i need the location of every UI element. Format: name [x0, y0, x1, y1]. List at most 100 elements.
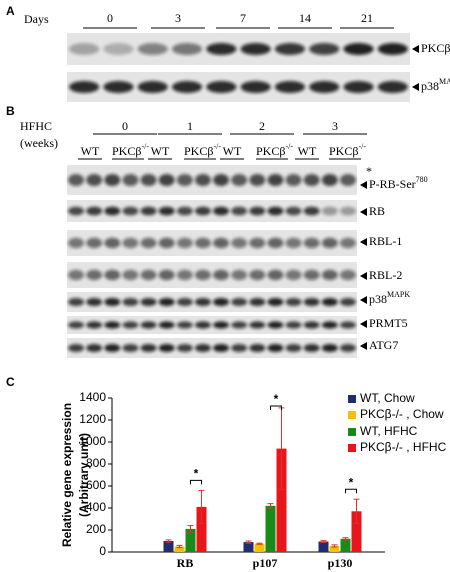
blot-band: [140, 206, 157, 216]
blot-band: [194, 206, 211, 216]
panel-label: A: [6, 4, 15, 18]
blot-band: [176, 298, 193, 306]
error-bar: [353, 498, 360, 524]
blot-band: [140, 174, 157, 186]
blot-band: [285, 269, 302, 281]
band-star: *: [366, 164, 372, 178]
blot-band: [339, 321, 356, 329]
blot-band: [309, 43, 340, 55]
blot-band: [249, 206, 266, 216]
blot-band: [176, 321, 193, 329]
panel-label: B: [6, 104, 15, 118]
blot-band: [171, 81, 203, 93]
bar: [185, 528, 196, 552]
blot-band: [285, 206, 302, 216]
blot-band: [140, 269, 157, 281]
error-bar: [342, 537, 349, 541]
blot-band: [194, 321, 211, 329]
y-axis-label: Relative gene expression: [60, 403, 74, 547]
blot-band: [321, 237, 338, 249]
blot-band: [86, 206, 103, 216]
blot-label-main: p38: [421, 79, 439, 93]
blot-band: [321, 344, 338, 352]
error-bar: [256, 542, 263, 545]
error-bar: [320, 540, 327, 543]
genotype-label: WT: [223, 144, 242, 158]
genotype-label-sup: -/-: [213, 142, 221, 151]
blot-band: [158, 206, 175, 216]
blot-band: [68, 344, 85, 352]
bar: [340, 538, 351, 552]
blot-band: [176, 344, 193, 352]
week-label: 1: [187, 119, 193, 133]
blot-label-main: RB: [369, 204, 385, 218]
blot-band: [321, 321, 338, 329]
blot-band: [339, 174, 356, 186]
bar: [329, 545, 340, 552]
blot-band: [122, 321, 139, 329]
blot-band: [176, 269, 193, 281]
arrow: [360, 342, 367, 350]
blot-band: [249, 321, 266, 329]
blot-background: [67, 200, 357, 222]
blot-band: [158, 237, 175, 249]
blot-label-main: PKCβ: [421, 41, 450, 55]
blot-band: [171, 43, 203, 55]
blot-band: [249, 237, 266, 249]
blot-band: [285, 344, 302, 352]
blot-label-main: RBL-1: [369, 234, 402, 248]
blot-band: [194, 344, 211, 352]
blot-band: [213, 269, 230, 281]
blot-label: RBL-1: [369, 234, 402, 248]
blot-band: [158, 269, 175, 281]
y-tick-label: 0: [99, 544, 106, 558]
legend-swatch: [348, 428, 356, 436]
blot-band: [339, 269, 356, 281]
day-label: 14: [299, 11, 311, 25]
x-tick-label: p107: [253, 556, 278, 570]
blot-band: [321, 174, 338, 186]
blot-band: [303, 237, 320, 249]
blot-band: [176, 206, 193, 216]
blot-band: [68, 206, 85, 216]
arrow: [360, 296, 367, 304]
blot-band: [206, 81, 237, 93]
error-bar: [187, 525, 194, 533]
blot-label: PKCβ: [421, 41, 450, 55]
blot-band: [321, 269, 338, 281]
blot-band: [213, 344, 230, 352]
bar: [351, 511, 362, 552]
genotype-label-sup: -/-: [141, 142, 149, 151]
blot-band: [231, 298, 248, 306]
blot-band: [86, 269, 103, 281]
blot-band: [213, 237, 230, 249]
significance-label: *: [349, 475, 354, 489]
blot-band: [68, 321, 85, 329]
arrow: [412, 83, 419, 91]
blot-band: [231, 321, 248, 329]
blot-band: [104, 237, 121, 249]
blot-band: [309, 81, 340, 93]
genotype-label: PKCβ-/-: [112, 142, 149, 157]
week-label: 0: [122, 119, 128, 133]
bar: [318, 541, 329, 552]
bar: [163, 541, 174, 552]
day-label: 0: [107, 11, 113, 25]
blot-band: [194, 174, 211, 186]
blot-band: [213, 174, 230, 186]
legend-swatch: [348, 444, 356, 452]
error-bar: [165, 539, 172, 543]
blot-band: [104, 321, 121, 329]
blot-band: [303, 206, 320, 216]
arrow: [360, 181, 367, 189]
significance-bracket: [190, 479, 202, 485]
blot-band: [140, 344, 157, 352]
blot-band: [104, 344, 121, 352]
blot-band: [343, 81, 374, 93]
y-tick-label: 600: [86, 478, 106, 492]
blot-label-sup: MAPK: [387, 290, 410, 299]
blot-band: [267, 269, 284, 281]
blot-label-main: PRMT5: [369, 316, 408, 330]
genotype-label-main: PKCβ: [184, 144, 213, 158]
